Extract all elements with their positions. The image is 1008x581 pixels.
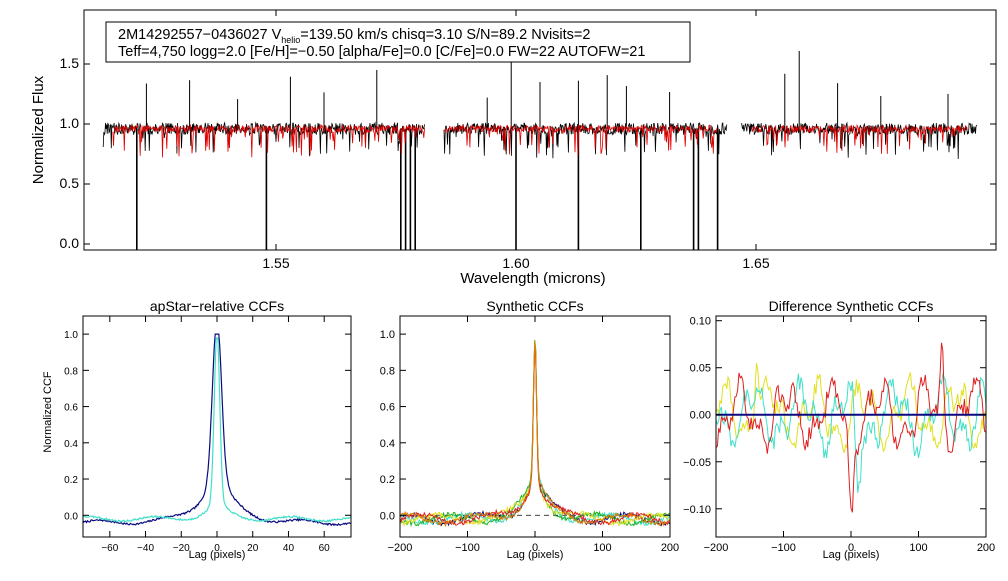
apstar-ccf-panel: apStar−relative CCFs −60 −40 −20 0 20 40 60 0.0… [42, 298, 352, 561]
difference-ccf-xtick-label: −200 [704, 542, 729, 554]
difference-ccf-ytick-label: −0.05 [683, 457, 711, 469]
synthetic-ccf-series-1 [399, 343, 670, 527]
difference-ccf-title: Difference Synthetic CCFs [769, 298, 934, 314]
difference-ccf-ticks: −200 −100 0 100 200 −0.10 −0.05 0.00 0.05 0.10 [683, 316, 995, 554]
apstar-ccf-ticks: −60 −40 −20 0 20 40 60 0.0 0.2 0.4 0.6 0.8 1.0 [64, 316, 351, 554]
observed-spectrum-chip-3 [741, 121, 977, 160]
apstar-ccf-ytick-label: 0.2 [64, 475, 78, 486]
synthetic-ccf-series-3 [399, 341, 670, 528]
model-spectrum-chip-2 [443, 124, 718, 156]
difference-ccf-xlabel: Lag (pixels) [823, 549, 880, 561]
spectrum-frame [83, 9, 997, 251]
apstar-ccf-title: apStar−relative CCFs [150, 298, 284, 314]
spectrum-traces [102, 49, 977, 250]
spectrum-xtick-label: 1.60 [502, 255, 529, 271]
apstar-ccf-ytick-label: 0.6 [64, 403, 78, 414]
synthetic-ccf-traces [399, 339, 670, 528]
apstar-ccf-xtick-label: 0 [214, 543, 220, 554]
synthetic-ccf-xtick-label: 200 [661, 542, 679, 554]
apstar-ccf-frame [82, 315, 352, 538]
apstar-ccf-ytick-label: 0.8 [64, 366, 78, 377]
spectrum-ylabel: Normalized Flux [30, 75, 47, 184]
spectrum-ticks: 1.55 1.60 1.65 0.0 0.5 1.0 1.5 [60, 10, 996, 271]
apstar-ccf-series-2 [82, 336, 352, 523]
synthetic-ccf-ytick-label: 0.8 [380, 365, 395, 377]
difference-ccf-xtick-label: 100 [909, 542, 927, 554]
apstar-ccf-xtick-label: −40 [137, 543, 154, 554]
difference-ccf-panel: Difference Synthetic CCFs −200 −100 0 100 20… [683, 298, 995, 561]
difference-ccf-xtick-label: −100 [771, 542, 796, 554]
spectrum-ytick-label: 1.5 [60, 55, 80, 71]
spectrum-ytick-label: 0.5 [60, 175, 80, 191]
synthetic-ccf-title: Synthetic CCFs [486, 298, 583, 314]
synthetic-ccf-xlabel: Lag (pixels) [507, 549, 564, 561]
model-spectrum-chip-3 [750, 123, 967, 154]
info-line-2: Teff=4,750 logg=2.0 [Fe/H]=−0.50 [alpha/… [118, 44, 645, 60]
synthetic-ccf-xtick-label: −200 [388, 542, 413, 554]
spectrum-ytick-label: 0.0 [60, 235, 80, 251]
apstar-ccf-ytick-label: 0.0 [64, 511, 78, 522]
apstar-ccf-xtick-label: 60 [319, 543, 331, 554]
synthetic-ccf-xtick-label: −100 [455, 542, 480, 554]
synthetic-ccf-ytick-label: 0.4 [380, 438, 395, 450]
synthetic-ccf-xtick-label: 0 [532, 542, 538, 554]
synthetic-ccf-xtick-label: 100 [593, 542, 611, 554]
apstar-ccf-ytick-label: 0.4 [64, 439, 78, 450]
difference-ccf-xtick-label: 0 [848, 542, 854, 554]
apstar-ccf-ytick-label: 1.0 [64, 330, 78, 341]
synthetic-ccf-ytick-label: 0.0 [380, 510, 395, 522]
difference-ccf-ytick-label: 0.10 [690, 316, 711, 328]
apstar-ccf-xlabel: Lag (pixels) [189, 549, 246, 561]
apstar-ccf-xtick-label: 40 [283, 543, 295, 554]
synthetic-ccf-series-4 [399, 343, 670, 527]
spectrum-panel: 1.55 1.60 1.65 0.0 0.5 1.0 1.5 2M14292557−0436… [30, 9, 997, 287]
apstar-ccf-xtick-label: −20 [173, 543, 190, 554]
difference-ccf-series-3 [715, 342, 987, 513]
synthetic-ccf-series-5 [399, 344, 670, 526]
difference-ccf-ytick-label: 0.00 [690, 410, 711, 422]
synthetic-ccf-series-6 [399, 340, 670, 527]
info-line-1: 2M14292557−0436027 Vhelio=139.50 km/s ch… [118, 27, 590, 45]
apstar-ccf-ylabel: Normalized CCF [42, 371, 54, 453]
synthetic-ccf-ytick-label: 0.2 [380, 474, 395, 486]
info-box-frame [105, 21, 691, 63]
difference-ccf-series-1 [715, 363, 987, 453]
synthetic-ccf-ytick-label: 1.0 [380, 329, 395, 341]
spectrum-xlabel: Wavelength (microns) [460, 270, 605, 287]
model-spectrum-chip-1 [112, 123, 425, 158]
spectrum-xtick-label: 1.55 [262, 255, 289, 271]
synthetic-ccf-ticks: −200 −100 0 100 200 0.0 0.2 0.4 0.6 0.8 1.0 [380, 316, 679, 554]
difference-ccf-xtick-label: 200 [977, 542, 995, 554]
apstar-ccf-xtick-label: −60 [101, 543, 118, 554]
spectrum-info-box: 2M14292557−0436027 Vhelio=139.50 km/s ch… [105, 21, 691, 63]
apstar-ccf-traces [82, 333, 352, 527]
difference-ccf-traces [715, 342, 987, 513]
difference-ccf-ytick-label: 0.05 [690, 363, 711, 375]
apstar-ccf-xtick-label: 20 [247, 543, 259, 554]
spectrum-xtick-label: 1.65 [742, 255, 769, 271]
spectrum-ytick-label: 1.0 [60, 115, 80, 131]
synthetic-ccf-panel: Synthetic CCFs −200 −100 0 100 200 0.0 0.2 0.4 0… [380, 298, 679, 561]
difference-ccf-series-2 [715, 372, 987, 493]
observed-spectrum-chip-1 [102, 121, 425, 157]
synthetic-ccf-ytick-label: 0.6 [380, 402, 395, 414]
difference-ccf-ytick-label: −0.10 [683, 504, 711, 516]
apstar-ccf-series-1 [82, 333, 352, 527]
